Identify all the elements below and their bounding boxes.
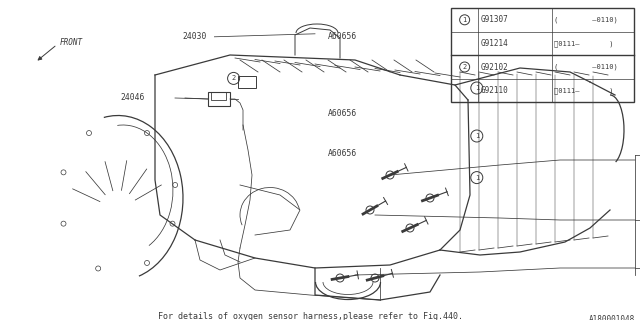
Text: 24030: 24030	[182, 32, 207, 41]
Text: （0111–       ): （0111– )	[554, 40, 613, 47]
Text: (        –0110): ( –0110)	[554, 17, 618, 23]
Text: 1: 1	[475, 133, 479, 139]
Text: 2: 2	[232, 76, 236, 81]
Text: (        –0110): ( –0110)	[554, 64, 618, 70]
Text: A60656: A60656	[328, 149, 357, 158]
Text: G92102: G92102	[481, 62, 509, 71]
Text: A60656: A60656	[328, 109, 357, 118]
Bar	[208, 92, 230, 106]
Bar	[211, 92, 226, 100]
Text: 24046: 24046	[120, 93, 145, 102]
Text: FRONT: FRONT	[60, 38, 83, 47]
Text: 2: 2	[463, 64, 467, 70]
Text: G91307: G91307	[481, 15, 509, 24]
Text: A180001048: A180001048	[589, 315, 635, 320]
Text: G92110: G92110	[481, 86, 509, 95]
Text: G91214: G91214	[481, 39, 509, 48]
Text: 1: 1	[475, 85, 479, 91]
Text: A60656: A60656	[328, 32, 357, 41]
Text: 1: 1	[463, 17, 467, 23]
Text: （0111–       ): （0111– )	[554, 87, 613, 94]
Text: For details of oxygen sensor harness,please refer to Fig.440.: For details of oxygen sensor harness,ple…	[157, 312, 463, 320]
Bar	[451, 8, 634, 102]
Bar	[238, 76, 256, 88]
Text: 1: 1	[475, 175, 479, 180]
